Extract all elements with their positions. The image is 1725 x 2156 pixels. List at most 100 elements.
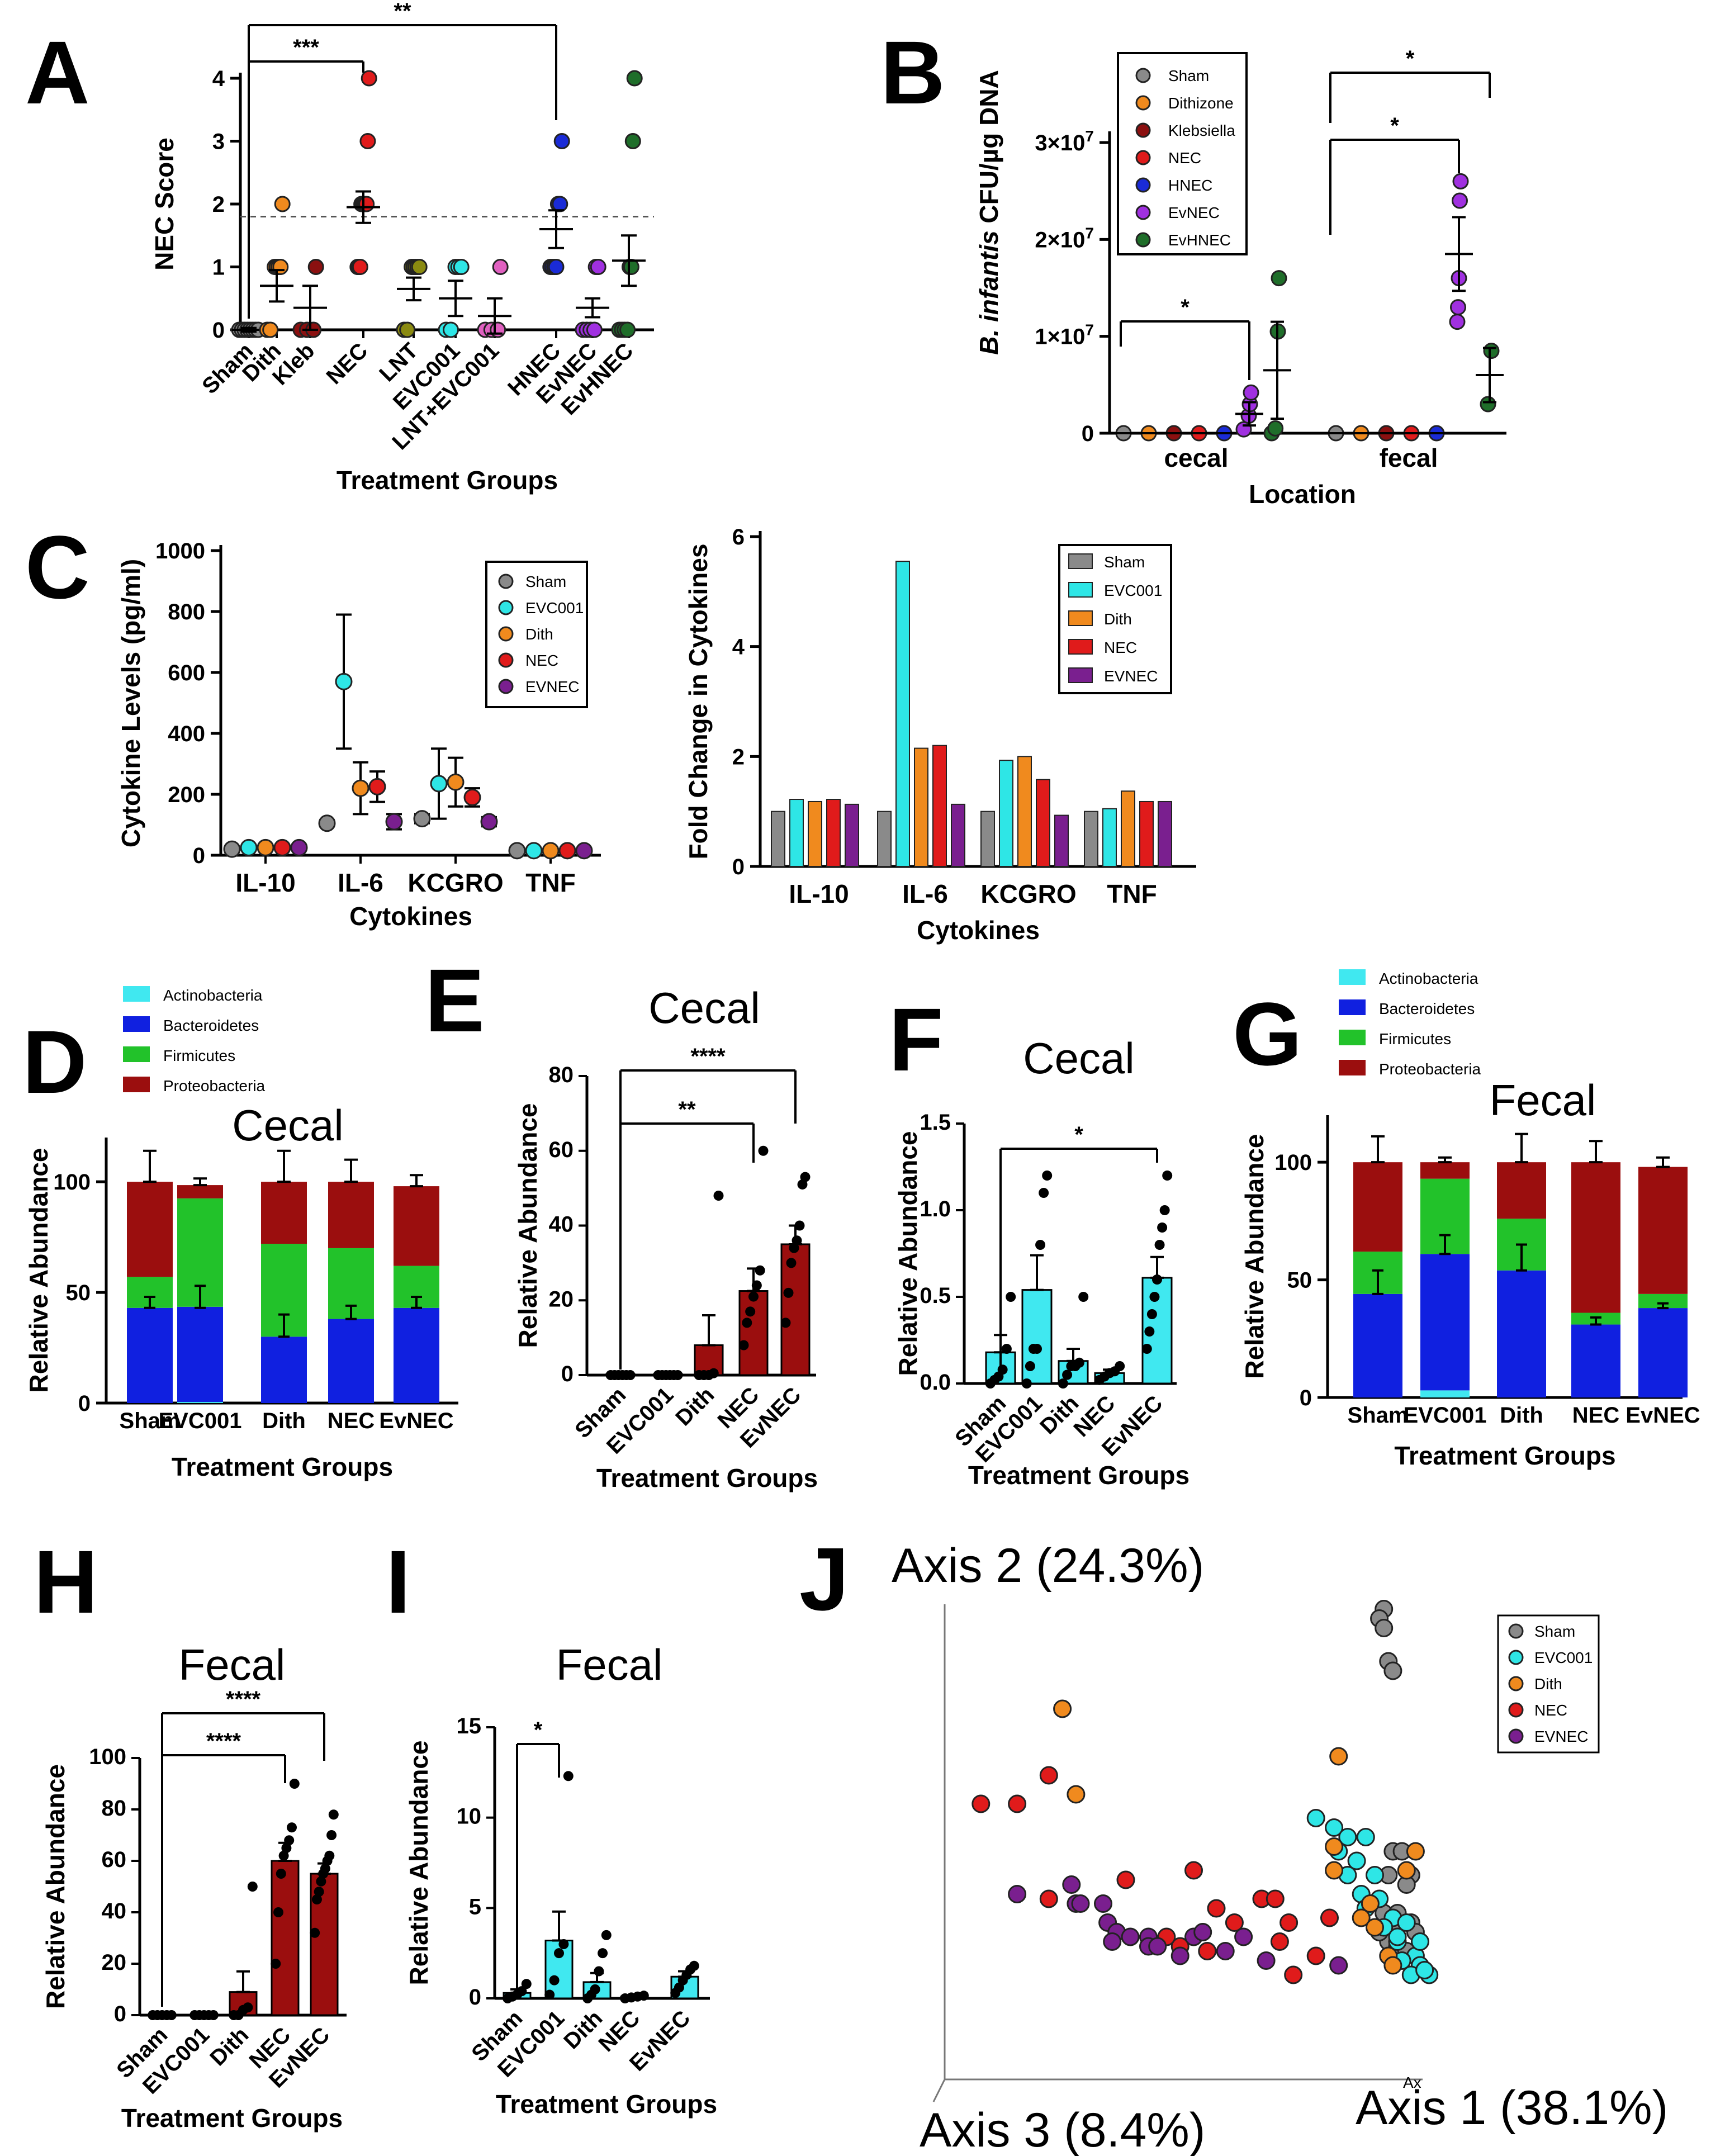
data-point — [1415, 1961, 1434, 1979]
legend-marker — [498, 652, 514, 668]
y-tick-label: 3 — [212, 130, 225, 154]
bar-segment — [177, 1185, 223, 1198]
bar-segment — [1420, 1390, 1470, 1397]
data-point — [281, 1843, 292, 1853]
legend-label: Actinobacteria — [163, 987, 263, 1004]
x-axis-title: Location — [1249, 480, 1356, 509]
data-point — [786, 1258, 797, 1268]
data-point — [1270, 1932, 1289, 1951]
panel-label-I: I — [386, 1532, 410, 1632]
legend-label: Dithizone — [1168, 94, 1234, 112]
panel-c-right: 0 2 4 6 IL-10 IL-6 KCGRO TNF Cytokines Fold Chang… — [684, 525, 1196, 945]
y-axis-title: Fold Change in Cytokines — [684, 544, 713, 860]
data-point — [713, 1191, 724, 1201]
legend-label: Dith — [525, 626, 553, 643]
y-tick-label: 3×107 — [1035, 127, 1094, 155]
x-tick-label: TNF — [1107, 879, 1157, 908]
panel-h: 020406080100ShamEVC001DithNECEvNECFecalT… — [41, 1640, 347, 2133]
axis-1-stub: Ax — [1403, 2074, 1421, 2091]
y-axis-title: Cytokine Levels (pg/ml) — [116, 559, 145, 847]
y-axis-title: Relative Abundance — [41, 1764, 70, 2009]
legend-swatch — [1068, 582, 1093, 598]
bar — [845, 803, 859, 867]
data-point — [290, 838, 308, 856]
legend-marker — [1508, 1650, 1524, 1665]
chart-title: Cecal — [648, 983, 760, 1032]
data-point — [1121, 1927, 1140, 1946]
data-point — [1154, 1240, 1165, 1250]
data-point — [287, 1822, 297, 1833]
legend-label: Firmicutes — [1379, 1030, 1451, 1048]
legend-swatch — [1068, 639, 1093, 655]
y-tick-exponent: 7 — [1085, 127, 1094, 145]
data-point — [1356, 1828, 1375, 1846]
legend-label: Sham — [1168, 67, 1209, 84]
data-point — [1257, 1951, 1276, 1970]
data-point — [271, 1959, 281, 1969]
data-point — [1021, 1378, 1032, 1389]
data-point — [997, 1364, 1008, 1375]
bar-segment — [1571, 1162, 1620, 1313]
sig-label: ** — [394, 0, 411, 23]
x-axis-title: Treatment Groups — [121, 2103, 343, 2133]
data-point — [1008, 1885, 1027, 1903]
data-point — [1078, 1292, 1089, 1302]
data-point — [1388, 1927, 1407, 1946]
panel-c-left: 0 200 400 600 800 1000 IL-10 IL-6 KCGRO TNF Cytoki… — [116, 539, 601, 931]
data-point — [1146, 1309, 1157, 1319]
data-point — [755, 1265, 765, 1276]
legend-marker — [1135, 232, 1151, 248]
data-point — [1141, 1344, 1152, 1354]
legend-swatch — [123, 1046, 150, 1062]
legend-label: Dith — [1534, 1675, 1562, 1693]
y-tick-label: 4 — [212, 67, 225, 91]
y-axis-title: NEC Score — [150, 138, 179, 271]
data-point — [1193, 1923, 1212, 1941]
legend: Sham EVC001 Dith NEC EVNEC — [1497, 1614, 1600, 1754]
y-tick-label: 0.0 — [920, 1370, 951, 1395]
x-axis-title: Cytokines — [917, 916, 1040, 945]
data-point — [318, 814, 336, 832]
bar — [1102, 808, 1117, 867]
data-point — [1006, 1292, 1016, 1302]
y-tick-label: 60 — [102, 1847, 127, 1872]
data-point — [1008, 1794, 1027, 1813]
data-point — [1383, 1661, 1402, 1680]
bar-segment — [127, 1307, 173, 1403]
data-point — [447, 773, 465, 791]
bar — [877, 811, 892, 867]
data-point — [1058, 1378, 1068, 1389]
data-point — [1157, 1222, 1168, 1233]
legend-label: Bacteroidetes — [163, 1017, 259, 1034]
data-point — [1001, 1344, 1012, 1354]
bar — [826, 799, 841, 867]
data-point — [1243, 384, 1259, 401]
y-tick-label: 50 — [66, 1281, 91, 1305]
x-tick-label: Dith — [559, 2006, 607, 2054]
x-tick-label: NEC — [1572, 1403, 1619, 1428]
data-point — [758, 1145, 769, 1156]
data-point — [480, 813, 498, 831]
legend: Sham EVC001 Dith NEC EVNEC — [1058, 544, 1172, 694]
y-tick-label: 15 — [457, 1714, 482, 1738]
data-point — [751, 1280, 762, 1291]
y-tick-label: 0 — [212, 318, 225, 343]
data-point — [1352, 1908, 1371, 1927]
x-tick-label: NEC — [328, 1409, 375, 1433]
y-tick-label: 0 — [78, 1391, 91, 1416]
data-point — [430, 775, 448, 793]
bar — [1017, 756, 1032, 868]
y-tick-exponent: 7 — [1085, 321, 1094, 339]
data-point — [276, 1869, 286, 1879]
panel-b: 0 1×107 2×107 3×107 cecal fecal Location B. inf… — [974, 46, 1506, 509]
bar-segment — [1353, 1162, 1402, 1252]
data-point — [1397, 1913, 1416, 1932]
panel-label-J: J — [799, 1529, 849, 1629]
data-point — [1234, 1927, 1253, 1946]
data-point — [208, 2010, 219, 2020]
legend-label: EvHNEC — [1168, 231, 1231, 249]
data-point — [1452, 173, 1469, 189]
legend-label: EvNEC — [1168, 204, 1220, 221]
y-tick-label: 40 — [102, 1899, 127, 1923]
